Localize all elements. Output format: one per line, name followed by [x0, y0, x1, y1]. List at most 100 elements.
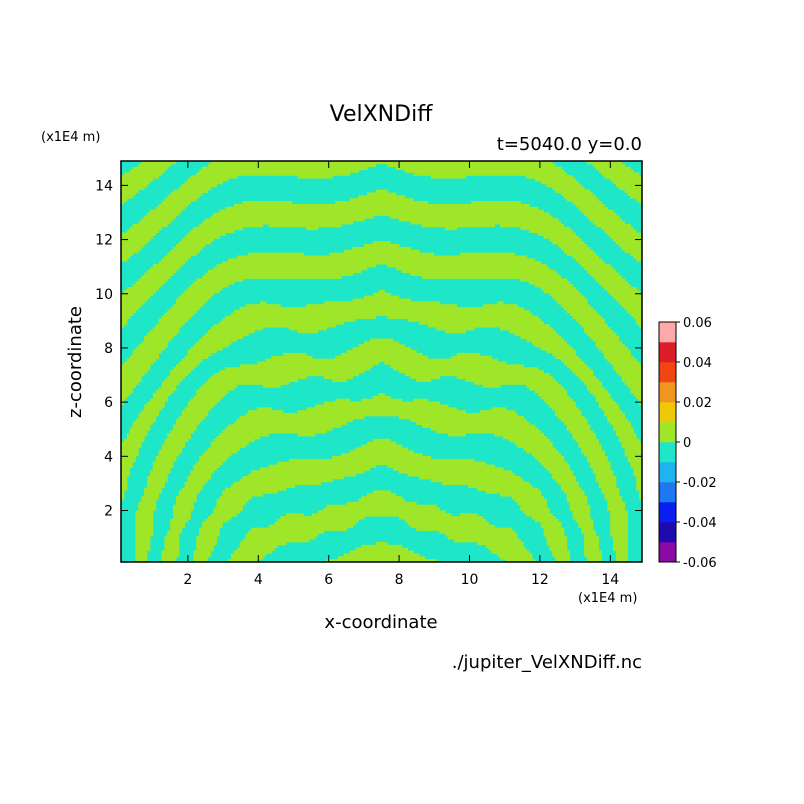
- heatmap-cell: [479, 410, 516, 414]
- heatmap-cell: [595, 166, 631, 170]
- heatmap-cell: [422, 424, 536, 428]
- heatmap-cell: [633, 470, 642, 474]
- heatmap-cell: [607, 289, 640, 294]
- heatmap-cell: [152, 327, 180, 331]
- heatmap-cell: [147, 332, 177, 337]
- colorbar-segment: [659, 382, 676, 403]
- heatmap-cell: [581, 450, 605, 454]
- heatmap-cell: [230, 312, 533, 317]
- heatmap-cell: [618, 435, 637, 440]
- heatmap-cell: [430, 478, 524, 483]
- heatmap-cell: [552, 407, 579, 411]
- heatmap-cell: [543, 398, 573, 402]
- heatmap-cell: [173, 516, 191, 520]
- heatmap-cell: [126, 358, 157, 362]
- heatmap-cell: [230, 484, 296, 488]
- heatmap-cell: [343, 553, 420, 557]
- heatmap-cell: [141, 498, 157, 503]
- heatmap-cell: [141, 218, 174, 222]
- heatmap-cell: [144, 272, 174, 276]
- heatmap-cell: [581, 264, 611, 268]
- heatmap-cell: [618, 438, 640, 443]
- heatmap-cell: [129, 169, 165, 173]
- heatmap-cell: [135, 510, 154, 514]
- x-tick-label: 2: [183, 572, 192, 588]
- heatmap-cell: [204, 450, 238, 454]
- colorbar-segment: [659, 422, 676, 443]
- heatmap-cell: [395, 266, 550, 271]
- heatmap-cell: [572, 516, 591, 520]
- colorbar-segment: [659, 362, 676, 383]
- heatmap-cell: [138, 221, 171, 225]
- heatmap-cell: [207, 447, 241, 451]
- heatmap-cell: [312, 513, 452, 517]
- heatmap-cell: [219, 496, 252, 500]
- heatmap-cell: [121, 484, 128, 488]
- heatmap-cell: [121, 304, 142, 308]
- heatmap-cell: [390, 215, 553, 219]
- heatmap-cell: [199, 530, 220, 534]
- heatmap-cell: [607, 232, 642, 236]
- heatmap-cell: [636, 476, 642, 480]
- heatmap-cell: [121, 241, 148, 245]
- heatmap-cell: [259, 301, 267, 305]
- heatmap-cell: [121, 473, 131, 477]
- heatmap-cell: [477, 487, 539, 491]
- heatmap-cell: [601, 407, 620, 411]
- heatmap-cell: [207, 163, 377, 168]
- heatmap-cell: [439, 530, 516, 534]
- y-tick-label: 2: [104, 504, 113, 520]
- heatmap-cell: [505, 559, 536, 562]
- heatmap-cell: [132, 352, 160, 357]
- heatmap-cell: [416, 378, 432, 382]
- heatmap-cell: [121, 456, 136, 460]
- heatmap-cell: [199, 456, 229, 460]
- heatmap-cell: [147, 269, 177, 274]
- heatmap-cell: [149, 209, 183, 213]
- heatmap-cell: [592, 467, 611, 471]
- heatmap-cell: [445, 226, 458, 231]
- heatmap-cell: [613, 424, 631, 428]
- heatmap-cell: [639, 401, 642, 405]
- heatmap-cell: [534, 344, 571, 348]
- heatmap-cell: [407, 318, 542, 322]
- heatmap-cell: [355, 447, 408, 451]
- heatmap-cell: [587, 456, 608, 460]
- heatmap-cell: [135, 541, 151, 546]
- heatmap-cell: [144, 407, 162, 411]
- heatmap-cell: [193, 464, 220, 468]
- heatmap-cell: [187, 404, 215, 408]
- heatmap-cell: [196, 544, 215, 549]
- heatmap-cell: [121, 493, 125, 497]
- heatmap-cell: [141, 496, 160, 500]
- heatmap-cell: [581, 324, 608, 328]
- heatmap-cell: [196, 461, 223, 466]
- heatmap-cell: [404, 372, 550, 377]
- heatmap-cell: [610, 519, 628, 523]
- heatmap-cell: [190, 473, 212, 477]
- heatmap-cell: [123, 438, 145, 443]
- heatmap-cell: [135, 524, 154, 529]
- heatmap-cell: [326, 504, 437, 508]
- heatmap-cell: [546, 350, 576, 354]
- heatmap-cell: [604, 410, 623, 414]
- heatmap-cell: [219, 370, 365, 374]
- heatmap-cell: [543, 464, 571, 468]
- heatmap-cell: [595, 341, 623, 345]
- heatmap-cell: [601, 284, 631, 288]
- heatmap-cell: [245, 536, 316, 540]
- heatmap-cell: [517, 501, 547, 506]
- heatmap-cell: [410, 221, 562, 225]
- heatmap-cell: [398, 370, 544, 374]
- heatmap-cell: [207, 269, 362, 274]
- heatmap-cell: [138, 344, 168, 348]
- heatmap-cell: [526, 175, 573, 179]
- heatmap-cell: [121, 453, 139, 457]
- heatmap-cell: [135, 536, 151, 540]
- heatmap-cell: [210, 513, 238, 517]
- heatmap-cell: [598, 281, 628, 285]
- heatmap-cell: [222, 430, 327, 434]
- heatmap-cell: [202, 335, 243, 339]
- heatmap-cell: [161, 384, 177, 388]
- heatmap-cell: [152, 264, 183, 268]
